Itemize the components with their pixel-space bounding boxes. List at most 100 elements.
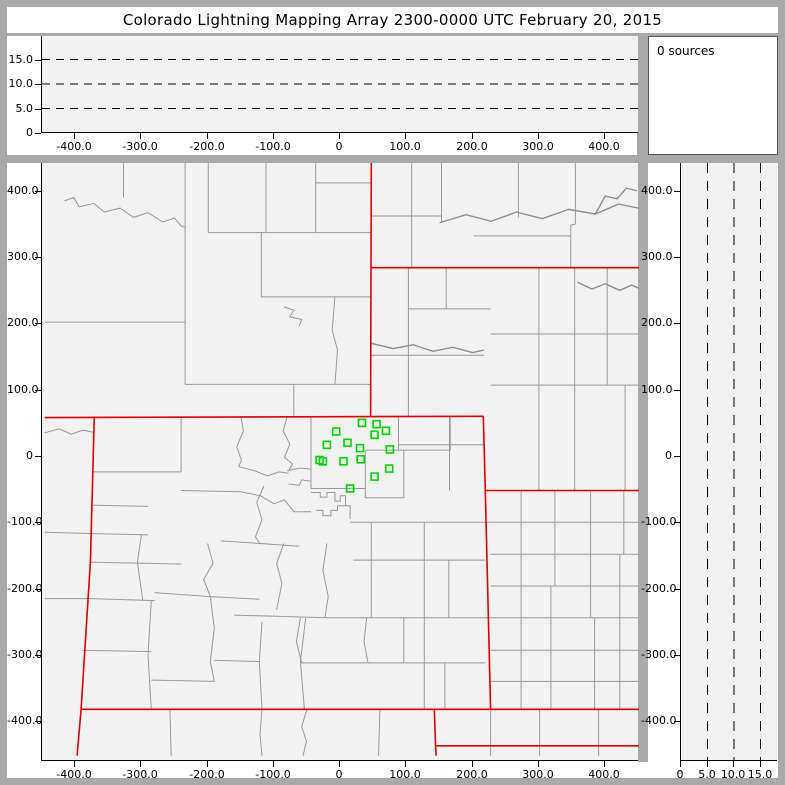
lma-station-marker (339, 456, 348, 466)
ew-tick-label: 0 (335, 768, 343, 781)
ew-tick (339, 133, 340, 139)
alt-tick (35, 109, 41, 110)
ew-tick (207, 133, 208, 139)
ns-tick (674, 456, 680, 457)
plan-view-map[interactable] (41, 163, 639, 761)
ns-tick-label: 300.0 (7, 250, 39, 263)
lma-station-marker (357, 418, 367, 428)
ns-tick-label: 0 (26, 449, 33, 462)
altitude-ns-gridlines (707, 163, 761, 761)
lma-station-marker (385, 445, 395, 454)
altitude-ew-plot[interactable] (41, 36, 639, 133)
ns-tick-label: 100.0 (641, 383, 673, 396)
ns-tick-label: -200.0 (7, 582, 43, 595)
ew-tick-label: 200.0 (456, 140, 488, 153)
lma-station-marker (315, 455, 324, 465)
alt-tick (733, 761, 734, 767)
ns-tick-label: -100.0 (7, 515, 43, 528)
ew-tick-label: 0 (335, 140, 343, 153)
alt-tick-label: 10.0 (8, 77, 34, 90)
ns-tick-label: 100.0 (7, 383, 39, 396)
ns-tick (674, 257, 680, 258)
ew-tick-label: -300.0 (122, 768, 158, 781)
ns-tick (35, 257, 41, 258)
map-rightpanel-separator (638, 163, 648, 762)
ew-tick (207, 761, 208, 767)
ew-tick-label: -400.0 (56, 768, 92, 781)
ns-tick (35, 323, 41, 324)
ns-tick-label: -200.0 (641, 582, 677, 595)
ns-tick (674, 390, 680, 391)
alt-tick-label: 5.0 (698, 768, 716, 781)
ns-tick (35, 522, 41, 523)
ns-tick-label: 400.0 (641, 184, 673, 197)
ns-tick-label: 300.0 (641, 250, 673, 263)
lma-station-marker (381, 426, 391, 436)
alt-tick-label: 5.0 (15, 102, 34, 115)
main-panel: 400.0 300.0 200.0 100.0 0 -100.0 -200.0 -300.0 -… (7, 163, 778, 781)
ew-tick (604, 133, 605, 139)
source-count-panel: 0 sources (648, 36, 778, 155)
lma-station-marker (372, 419, 381, 429)
ew-tick-label: 200.0 (456, 768, 488, 781)
altitude-ns-plot[interactable] (680, 163, 777, 761)
ns-tick (674, 191, 680, 192)
ew-tick (273, 761, 274, 767)
ns-tick (35, 456, 41, 457)
ew-tick (538, 761, 539, 767)
alt-tick-label: 10.0 (720, 768, 746, 781)
map-canvas (44, 163, 639, 756)
ew-tick (74, 761, 75, 767)
ew-tick-label: -200.0 (189, 768, 225, 781)
ew-tick (339, 761, 340, 767)
ew-tick-label: -300.0 (122, 140, 158, 153)
ew-tick-label: 400.0 (588, 768, 620, 781)
ns-tick-label: -300.0 (7, 648, 43, 661)
ns-tick (674, 589, 680, 590)
ns-tick-label: -300.0 (641, 648, 677, 661)
ew-tick-label: 100.0 (389, 768, 421, 781)
alt-tick (35, 60, 41, 61)
ew-tick (538, 133, 539, 139)
altitude-ew-panel: 15.0 10.0 5.0 0 -400.0 -300.0 -200.0 -100.0 0 100… (7, 36, 639, 155)
alt-tick-label: 15.0 (747, 768, 773, 781)
ew-tick-label: -200.0 (189, 140, 225, 153)
ew-tick-label: 400.0 (588, 140, 620, 153)
ns-tick (674, 655, 680, 656)
ew-tick-label: -400.0 (56, 140, 92, 153)
ew-tick-label: -100.0 (255, 140, 291, 153)
page-title: Colorado Lightning Mapping Array 2300-00… (7, 7, 778, 33)
ew-tick (140, 761, 141, 767)
ns-tick (35, 721, 41, 722)
ns-tick (35, 655, 41, 656)
ew-tick (472, 133, 473, 139)
lma-station-marker (384, 464, 394, 473)
ew-tick-label: -100.0 (255, 768, 291, 781)
alt-tick (707, 761, 708, 767)
source-count-label: 0 sources (657, 44, 715, 58)
lma-station-marker (345, 484, 355, 493)
lma-station-marker (370, 430, 379, 440)
ns-tick-label: 400.0 (7, 184, 39, 197)
ew-tick (472, 761, 473, 767)
lma-station-marker (343, 438, 352, 448)
ns-tick (674, 721, 680, 722)
ns-tick (674, 323, 680, 324)
ew-tick (405, 761, 406, 767)
ew-tick (74, 133, 75, 139)
lma-station-marker (356, 454, 366, 464)
alt-tick-label: 0 (676, 768, 684, 781)
ew-tick-label: 300.0 (522, 140, 554, 153)
alt-tick (35, 133, 41, 134)
alt-tick (35, 84, 41, 85)
ew-tick (604, 761, 605, 767)
lma-station-marker (331, 427, 341, 436)
lma-station-marker (355, 443, 365, 453)
alt-tick (680, 761, 681, 767)
alt-tick-label: 0 (26, 126, 33, 139)
alt-tick-label: 15.0 (8, 53, 34, 66)
ns-tick-label: 200.0 (641, 316, 673, 329)
ns-tick (35, 191, 41, 192)
ew-tick-label: 300.0 (522, 768, 554, 781)
